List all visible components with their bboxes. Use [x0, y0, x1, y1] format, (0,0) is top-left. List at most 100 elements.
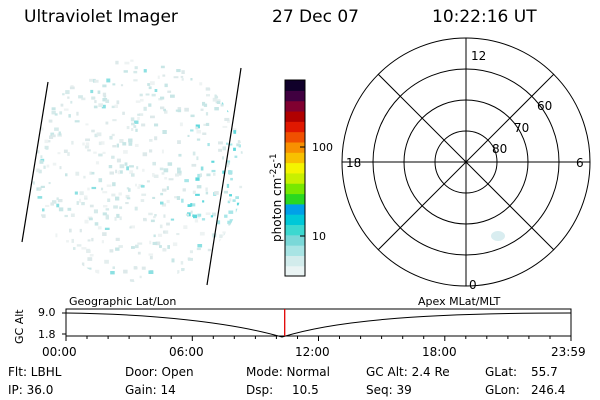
image-pixel	[82, 142, 85, 146]
image-pixel	[123, 70, 128, 73]
image-pixel	[228, 223, 233, 226]
image-pixel	[64, 214, 68, 218]
image-pixel	[42, 208, 45, 212]
image-pixel	[70, 100, 73, 104]
image-pixel	[220, 103, 224, 107]
status-ip: IP: 36.0	[8, 383, 54, 397]
image-pixel	[141, 193, 147, 196]
image-pixel	[110, 271, 115, 275]
status-dsp-label: Dsp:	[246, 383, 274, 397]
image-pixel	[174, 196, 179, 199]
image-pixel	[190, 114, 195, 118]
image-pixel	[83, 175, 86, 179]
image-pixel	[154, 214, 157, 217]
image-pixel	[137, 116, 140, 120]
image-pixel	[197, 244, 203, 248]
image-pixel	[152, 196, 156, 199]
image-pixel	[226, 161, 230, 165]
image-pixel	[148, 103, 152, 107]
image-pixel	[69, 228, 72, 233]
image-pixel	[57, 199, 63, 203]
image-pixel	[161, 203, 167, 207]
image-pixel	[89, 78, 93, 82]
image-pixel	[90, 89, 94, 94]
image-pixel	[98, 178, 103, 183]
image-pixel	[228, 170, 231, 173]
image-pixel	[218, 148, 222, 152]
image-pixel	[50, 132, 55, 136]
image-pixel	[124, 162, 128, 166]
image-pixel	[67, 96, 70, 99]
xtick-label-1200: 12:00	[295, 345, 330, 359]
image-pixel	[131, 246, 135, 249]
image-pixel	[71, 140, 74, 145]
image-pixel	[163, 230, 169, 234]
image-pixel	[170, 218, 175, 221]
image-pixel	[177, 107, 182, 110]
image-pixel	[74, 191, 78, 195]
image-pixel	[137, 251, 141, 255]
image-pixel	[134, 66, 138, 70]
image-pixel	[105, 121, 109, 125]
image-pixel	[222, 170, 225, 174]
image-pixel	[135, 128, 138, 132]
image-pixel	[97, 226, 102, 230]
image-pixel	[145, 93, 150, 96]
image-pixel	[130, 59, 134, 62]
image-pixel	[91, 186, 97, 190]
image-pixel	[195, 193, 200, 196]
image-pixel	[195, 124, 200, 129]
mlt-label-18: 18	[346, 156, 361, 170]
image-pixel	[207, 248, 211, 252]
colorbar-band	[285, 110, 305, 122]
image-pixel	[48, 119, 53, 123]
image-pixel	[228, 143, 233, 146]
image-pixel	[175, 173, 179, 177]
image-pixel	[143, 106, 147, 111]
image-pixel	[76, 201, 79, 205]
image-pixel	[70, 213, 75, 217]
image-pixel	[140, 185, 145, 188]
image-pixel	[236, 143, 240, 147]
image-pixel	[109, 171, 114, 175]
timeline-title-right: Apex MLat/MLT	[418, 295, 501, 308]
image-pixel	[206, 173, 211, 177]
image-pixel	[114, 216, 117, 221]
image-pixel	[199, 173, 202, 177]
image-pixel	[129, 165, 134, 168]
image-pixel	[173, 76, 179, 79]
image-pixel	[139, 275, 142, 279]
date-label: 27 Dec 07	[272, 7, 359, 27]
image-pixel	[212, 97, 217, 102]
image-pixel	[94, 133, 98, 138]
lat-label-60: 60	[537, 99, 552, 113]
image-pixel	[37, 196, 43, 199]
unit-base: photon cm	[270, 178, 284, 242]
image-pixel	[43, 165, 46, 169]
image-pixel	[205, 112, 209, 116]
image-pixel	[138, 113, 144, 116]
image-pixel	[126, 166, 129, 171]
image-pixel	[66, 240, 69, 243]
image-pixel	[177, 109, 182, 113]
colorbar-band	[285, 141, 305, 153]
colorbar-unit: photon cm-2s-1	[269, 153, 284, 242]
image-pixel	[87, 149, 91, 152]
image-pixel	[115, 247, 120, 251]
image-pixel	[38, 187, 42, 191]
image-pixel	[125, 194, 130, 199]
image-pixel	[67, 207, 72, 211]
image-pixel	[112, 182, 116, 187]
colorbar-band	[285, 255, 305, 267]
image-pixel	[102, 212, 107, 216]
image-pixel	[177, 270, 180, 274]
image-pixel	[161, 149, 164, 154]
colorbar-band	[285, 121, 305, 133]
image-pixel	[102, 151, 106, 154]
image-pixel	[184, 179, 189, 183]
image-pixel	[51, 134, 56, 138]
image-pixel	[93, 151, 97, 154]
colorbar-label-100: 100	[312, 141, 333, 154]
image-pixel	[167, 90, 172, 93]
image-pixel	[177, 170, 182, 175]
